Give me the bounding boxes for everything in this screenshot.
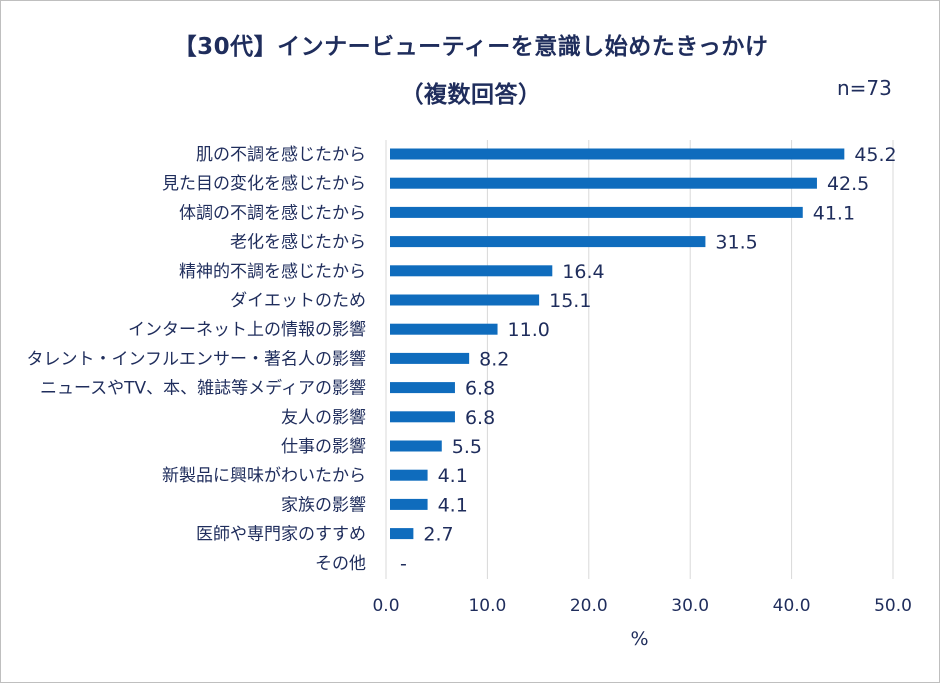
bar <box>390 469 428 481</box>
value-label: 42.5 <box>827 173 869 195</box>
x-tick-label: 30.0 <box>671 596 709 616</box>
category-label: 老化を感じたから <box>230 233 366 253</box>
category-label: その他 <box>315 554 366 574</box>
bar <box>390 382 455 394</box>
chart-title: 【30代】インナービューティーを意識し始めたきっかけ <box>173 34 769 60</box>
x-tick-label: 50.0 <box>874 596 912 616</box>
bar <box>390 148 845 160</box>
value-label: 6.8 <box>465 407 495 429</box>
value-label: 31.5 <box>715 232 757 254</box>
value-label: 45.2 <box>854 144 896 166</box>
category-label: インターネット上の情報の影響 <box>128 320 366 340</box>
bar <box>390 294 540 306</box>
bar <box>390 206 803 218</box>
category-label: ダイエットのため <box>230 291 366 311</box>
value-label: 15.1 <box>549 290 591 312</box>
bar <box>390 323 498 335</box>
value-label: - <box>400 553 407 575</box>
category-label: 家族の影響 <box>281 495 366 515</box>
category-label: 医師や専門家のすすめ <box>196 525 366 545</box>
bar <box>390 440 442 452</box>
chart-subtitle: （複数回答） <box>400 82 542 108</box>
sample-size-label: n=73 <box>837 76 892 100</box>
value-label: 5.5 <box>452 436 482 458</box>
bar <box>390 411 455 423</box>
x-tick-label: 0.0 <box>372 596 399 616</box>
category-label: 肌の不調を感じたから <box>196 145 366 165</box>
category-label: タレント・インフルエンサー・著名人の影響 <box>27 349 367 369</box>
value-label: 2.7 <box>423 524 453 546</box>
x-tick-label: 20.0 <box>570 596 608 616</box>
bar <box>390 265 553 277</box>
bar <box>390 177 817 189</box>
bar <box>390 498 428 510</box>
value-label: 6.8 <box>465 378 495 400</box>
category-label: 見た目の変化を感じたから <box>162 174 366 194</box>
category-label: ニュースやTV、本、雑誌等メディアの影響 <box>40 378 366 399</box>
value-label: 4.1 <box>438 465 468 487</box>
value-label: 11.0 <box>508 319 550 341</box>
value-label: 8.2 <box>479 348 509 370</box>
category-label: 体調の不調を感じたから <box>179 203 366 223</box>
category-label: 新製品に興味がわいたから <box>162 466 366 486</box>
value-label: 16.4 <box>562 261 604 283</box>
category-label: 精神的不調を感じたから <box>179 262 366 282</box>
x-axis-title: % <box>630 628 648 650</box>
x-tick-label: 40.0 <box>773 596 811 616</box>
value-label: 4.1 <box>438 494 468 516</box>
bar <box>390 352 470 364</box>
bar <box>390 528 414 540</box>
x-tick-label: 10.0 <box>468 596 506 616</box>
value-label: 41.1 <box>813 202 855 224</box>
category-label: 友人の影響 <box>281 408 366 428</box>
category-label: 仕事の影響 <box>281 437 366 457</box>
bar <box>390 236 706 248</box>
